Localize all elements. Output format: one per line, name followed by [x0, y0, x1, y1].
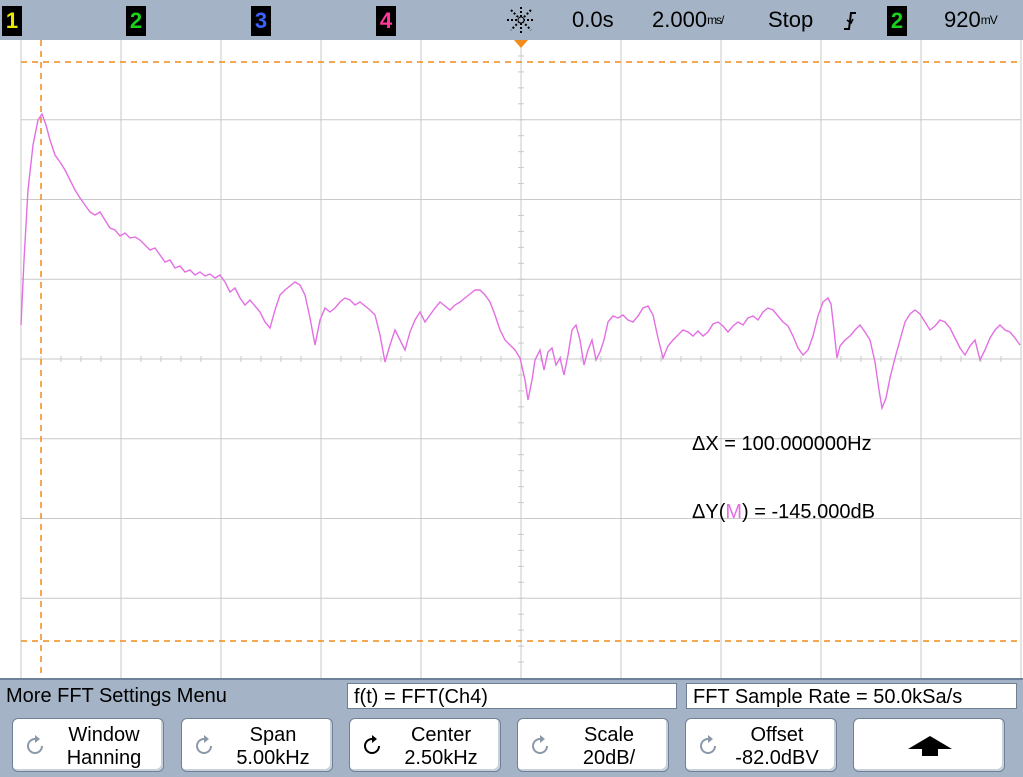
rotate-knob-icon [196, 735, 212, 754]
status-bar: 1 2 3 4 0.0s 2.000ms/ Stop 2 920mV [0, 0, 1023, 41]
trigger-level-value: 920 [944, 7, 981, 32]
time-position: 0.0s [572, 7, 614, 32]
delta-y-prefix: ΔY( [692, 501, 726, 523]
menu-title: More FFT Settings Menu [6, 685, 227, 707]
rotate-knob-icon [364, 735, 380, 754]
softkey-menu: More FFT Settings Menu f(t) = FFT(Ch4) F… [0, 678, 1023, 777]
back-softkey[interactable] [853, 718, 1005, 772]
channel-3-indicator[interactable]: 3 [251, 6, 271, 36]
center-softkey[interactable]: Center 2.50kHz [349, 718, 501, 772]
span-value: 5.00kHz [236, 747, 310, 769]
channel-1-indicator[interactable]: 1 [2, 6, 22, 36]
span-softkey[interactable]: Span 5.00kHz [181, 718, 333, 772]
scale-label: Scale [583, 724, 635, 746]
rotate-knob-icon [532, 735, 548, 754]
delta-y-readout: ΔY(M) = -145.000dB [692, 501, 875, 524]
trigger-marker [514, 40, 528, 48]
center-label: Center [410, 724, 472, 746]
trigger-edge-icon [842, 10, 858, 32]
channel-2-indicator[interactable]: 2 [126, 6, 146, 36]
offset-label: Offset [750, 724, 804, 746]
delta-y-suffix: ) = -145.000dB [742, 501, 875, 523]
trigger-position-icon [506, 6, 536, 34]
time-scale-unit: ms/ [707, 13, 724, 27]
offset-value: -82.0dBV [735, 747, 819, 769]
trigger-level: 920mV [944, 6, 998, 34]
time-scale: 2.000ms/ [652, 6, 724, 34]
rotate-knob-icon [27, 735, 43, 754]
function-info: f(t) = FFT(Ch4) [347, 683, 677, 709]
window-label: Window [68, 724, 140, 746]
fft-trace [20, 112, 1021, 411]
trigger-level-unit: mV [980, 13, 998, 27]
run-state[interactable]: Stop [768, 7, 814, 32]
delta-x-readout: ΔX = 100.000000Hz [692, 433, 872, 455]
center-value: 2.50kHz [404, 747, 478, 769]
time-scale-value: 2.000 [652, 7, 708, 32]
waveform-display[interactable]: ΔX = 100.000000Hz ΔY(M) = -145.000dB [0, 40, 1023, 678]
scale-value: 20dB/ [582, 747, 636, 769]
sample-rate-info: FFT Sample Rate = 50.0kSa/s [686, 683, 1017, 709]
up-arrow-icon [908, 736, 952, 756]
span-label: Span [249, 724, 297, 746]
trigger-source-indicator: 2 [887, 6, 907, 36]
window-value: Hanning [66, 747, 142, 769]
channel-4-indicator[interactable]: 4 [376, 6, 396, 36]
rotate-knob-icon [700, 735, 716, 754]
offset-softkey[interactable]: Offset -82.0dBV [685, 718, 837, 772]
graticule [20, 40, 1022, 678]
window-softkey[interactable]: Window Hanning [12, 718, 164, 772]
scale-softkey[interactable]: Scale 20dB/ [517, 718, 669, 772]
delta-y-source: M [725, 501, 743, 523]
